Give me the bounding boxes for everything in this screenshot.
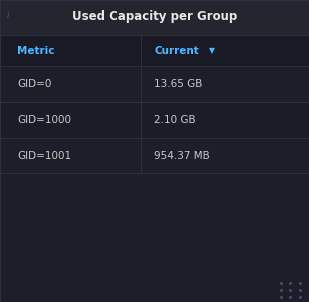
- Bar: [0, 35, 309, 66]
- Text: Used Capacity per Group: Used Capacity per Group: [72, 10, 237, 23]
- Bar: [0, 66, 309, 102]
- Bar: [0, 0, 309, 35]
- Text: 13.65 GB: 13.65 GB: [154, 79, 203, 89]
- Bar: [0, 102, 309, 138]
- Text: 2.10 GB: 2.10 GB: [154, 115, 196, 125]
- Text: Current: Current: [154, 46, 199, 56]
- Text: Metric: Metric: [17, 46, 54, 56]
- Text: 954.37 MB: 954.37 MB: [154, 150, 210, 161]
- Text: ▼: ▼: [209, 46, 214, 55]
- Text: GID=1001: GID=1001: [17, 150, 71, 161]
- Text: i: i: [6, 11, 9, 20]
- Bar: [0, 138, 309, 173]
- Text: GID=1000: GID=1000: [17, 115, 71, 125]
- Text: GID=0: GID=0: [17, 79, 51, 89]
